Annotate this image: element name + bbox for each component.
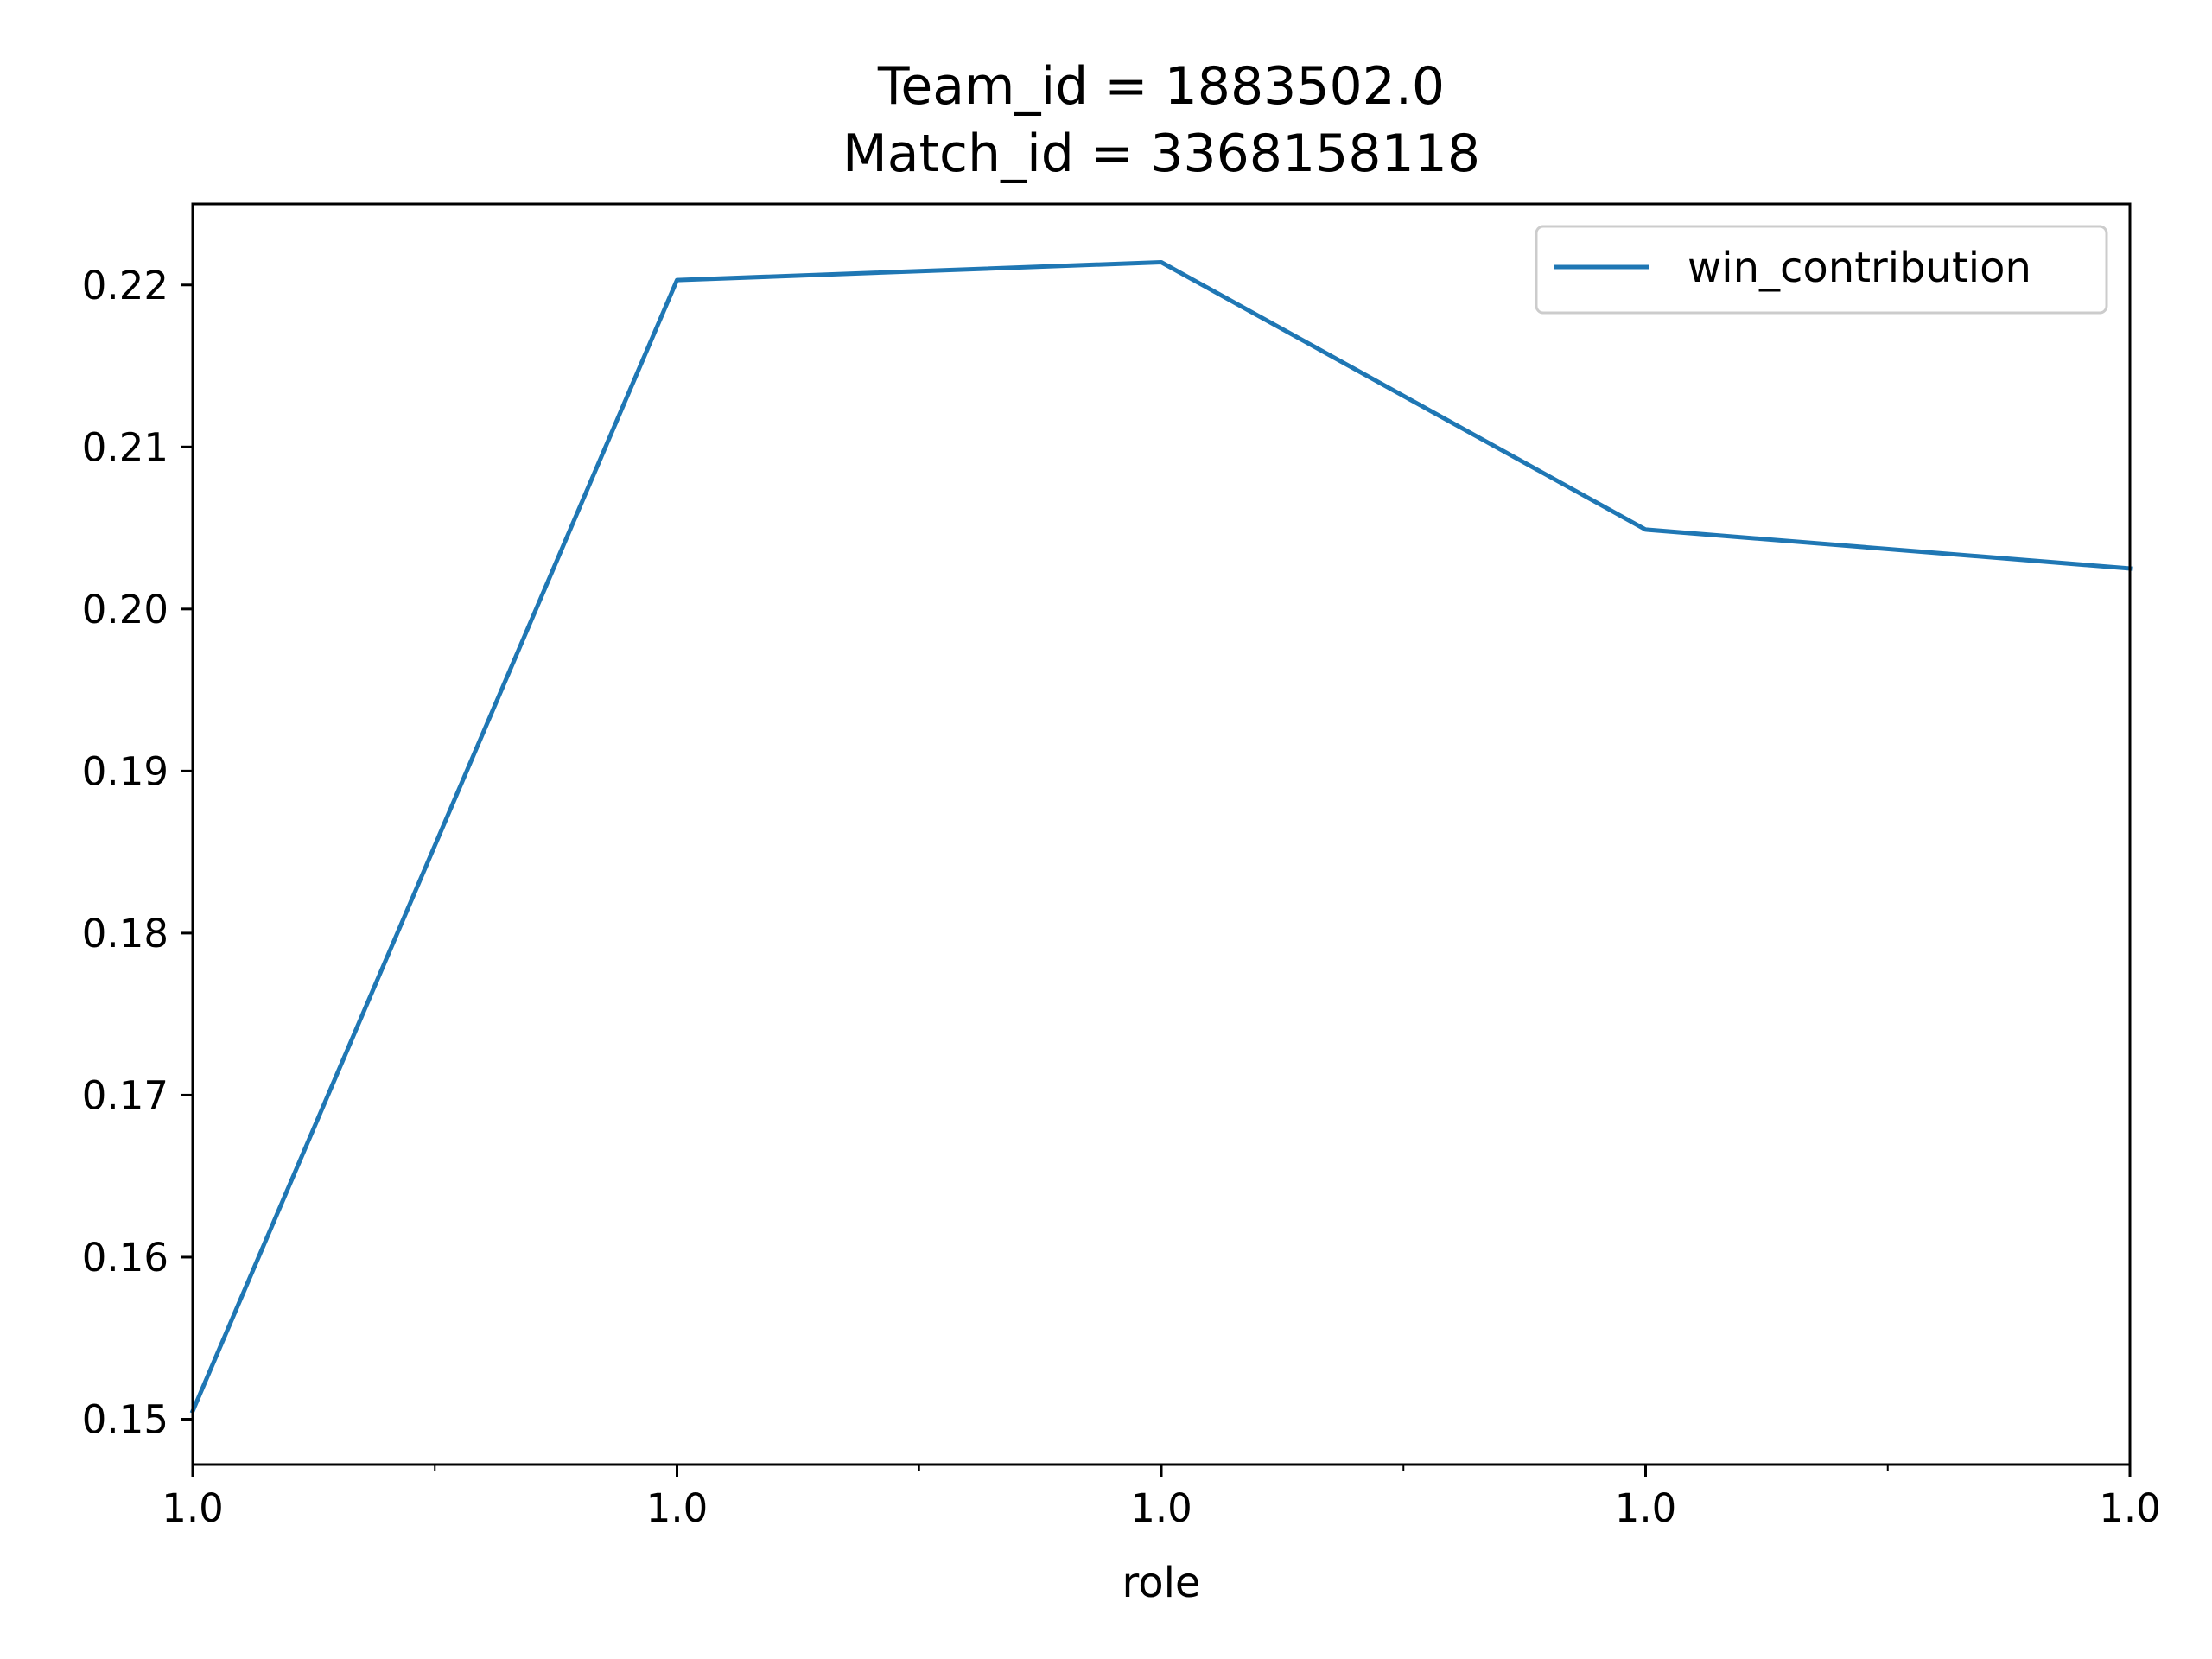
x-tick-label: 1.0 — [162, 1485, 224, 1531]
x-tick-label: 1.0 — [646, 1485, 709, 1531]
y-tick-label: 0.15 — [82, 1396, 168, 1442]
x-axis: 1.0 1.0 1.0 1.0 1.0 — [162, 1465, 2161, 1531]
plot-frame — [191, 202, 2132, 1466]
x-tick-label: 1.0 — [2099, 1485, 2161, 1531]
y-tick-label: 0.22 — [82, 263, 168, 308]
chart-title-line-1: Team_id = 1883502.0 — [877, 56, 1445, 117]
y-tick-label: 0.17 — [82, 1072, 168, 1118]
series-group — [189, 260, 2133, 1414]
legend: win_contribution — [1535, 225, 2108, 315]
y-tick-label: 0.20 — [82, 587, 168, 632]
y-tick-label: 0.18 — [82, 911, 168, 957]
y-tick-label: 0.21 — [82, 424, 168, 470]
legend-label-win-contribution: win_contribution — [1688, 244, 2031, 292]
y-tick-label: 0.19 — [82, 748, 168, 794]
x-tick-label: 1.0 — [1130, 1485, 1192, 1531]
legend-box — [1535, 225, 2108, 315]
x-axis-label: role — [1122, 1559, 1201, 1607]
y-axis: 0.15 0.16 0.17 0.18 0.19 0.20 0.21 0.22 — [82, 263, 193, 1442]
y-tick-label: 0.16 — [82, 1235, 168, 1281]
series-line-win-contribution — [189, 260, 2133, 1414]
x-tick-label: 1.0 — [1615, 1485, 1677, 1531]
chart-title-line-2: Match_id = 3368158118 — [842, 124, 1480, 184]
